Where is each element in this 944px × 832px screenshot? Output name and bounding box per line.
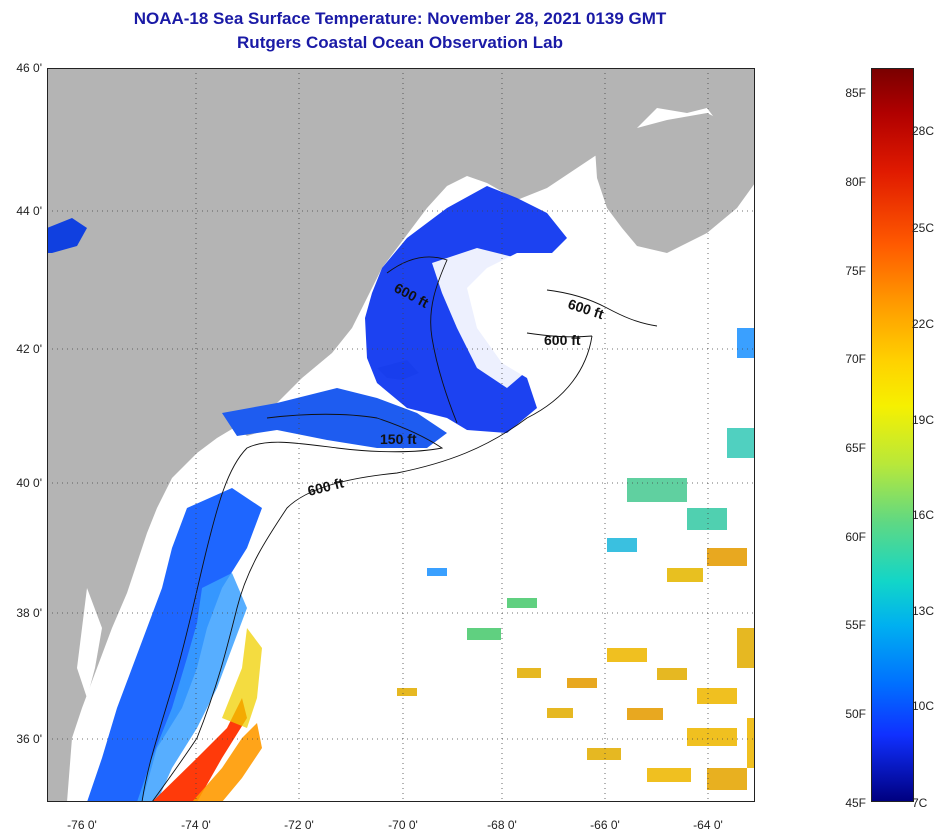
colorbar-c-7: 7C xyxy=(912,796,928,810)
colorbar-c-19: 19C xyxy=(912,413,935,427)
map-title: NOAA-18 Sea Surface Temperature: Novembe… xyxy=(133,9,667,28)
contour-label-4: 150 ft xyxy=(380,431,417,447)
colorbar-f-70: 70F xyxy=(845,352,866,366)
map-frame xyxy=(47,68,755,802)
contour-600ft-gulf-of-maine xyxy=(386,256,458,424)
colorbar-c-10: 10C xyxy=(912,699,935,713)
chesapeake-bay xyxy=(77,588,102,698)
lon-label-74: -74 0' xyxy=(181,818,211,832)
lon-label-68: -68 0' xyxy=(487,818,517,832)
colorbar-c-13: 13C xyxy=(912,604,935,618)
shelf-water-light xyxy=(137,573,247,802)
colorbar-f-75: 75F xyxy=(845,264,866,278)
contour-label-3: 600 ft xyxy=(544,332,581,348)
contour-600ft-shelf-break xyxy=(151,335,593,802)
colorbar-f-60: 60F xyxy=(845,530,866,544)
lake-ontario xyxy=(47,218,87,253)
lon-label-64: -64 0' xyxy=(693,818,723,832)
colorbar-f-85: 85F xyxy=(845,86,866,100)
gulf-stream-yellow xyxy=(222,628,262,728)
contour-600ft-northeast-channel xyxy=(546,289,658,327)
colorbar-f-80: 80F xyxy=(845,175,866,189)
colorbar-f-45: 45F xyxy=(845,796,866,810)
graticule xyxy=(47,68,755,802)
gulf-stream-orange xyxy=(192,723,262,802)
land-nova-scotia xyxy=(595,113,755,253)
colorbar-f-55: 55F xyxy=(845,618,866,632)
lat-label-46: 46 0' xyxy=(16,61,42,75)
colorbar-c-16: 16C xyxy=(912,508,935,522)
contour-600ft-georges xyxy=(526,332,593,338)
land-mainland xyxy=(47,68,755,802)
colorbar-c-22: 22C xyxy=(912,317,935,331)
lat-label-44: 44 0' xyxy=(16,204,42,218)
lon-label-70: -70 0' xyxy=(388,818,418,832)
shelf-water-north xyxy=(222,388,447,448)
sst-map: 600 ft 600 ft 600 ft 150 ft 600 ft xyxy=(47,68,755,802)
lon-label-66: -66 0' xyxy=(590,818,620,832)
bathymetry-contours xyxy=(141,256,658,802)
lat-label-40: 40 0' xyxy=(16,476,42,490)
colorbar-c-28: 28C xyxy=(912,124,935,138)
colorbar-c-25: 25C xyxy=(912,221,935,235)
lon-label-76: -76 0' xyxy=(67,818,97,832)
lon-label-72: -72 0' xyxy=(284,818,314,832)
lat-label-42: 42 0' xyxy=(16,342,42,356)
mid-atlantic-shelf-water xyxy=(87,488,262,802)
colorbar-f-50: 50F xyxy=(845,707,866,721)
lat-label-38: 38 0' xyxy=(16,606,42,620)
colorbar-f-65: 65F xyxy=(845,441,866,455)
contour-150ft-inner-shelf xyxy=(141,413,444,802)
map-subtitle: Rutgers Coastal Ocean Observation Lab xyxy=(237,33,563,52)
lat-label-36: 36 0' xyxy=(16,732,42,746)
temperature-colorbar xyxy=(871,68,914,802)
offshore-warm-patches xyxy=(397,328,755,790)
georges-bank-white xyxy=(432,248,567,388)
